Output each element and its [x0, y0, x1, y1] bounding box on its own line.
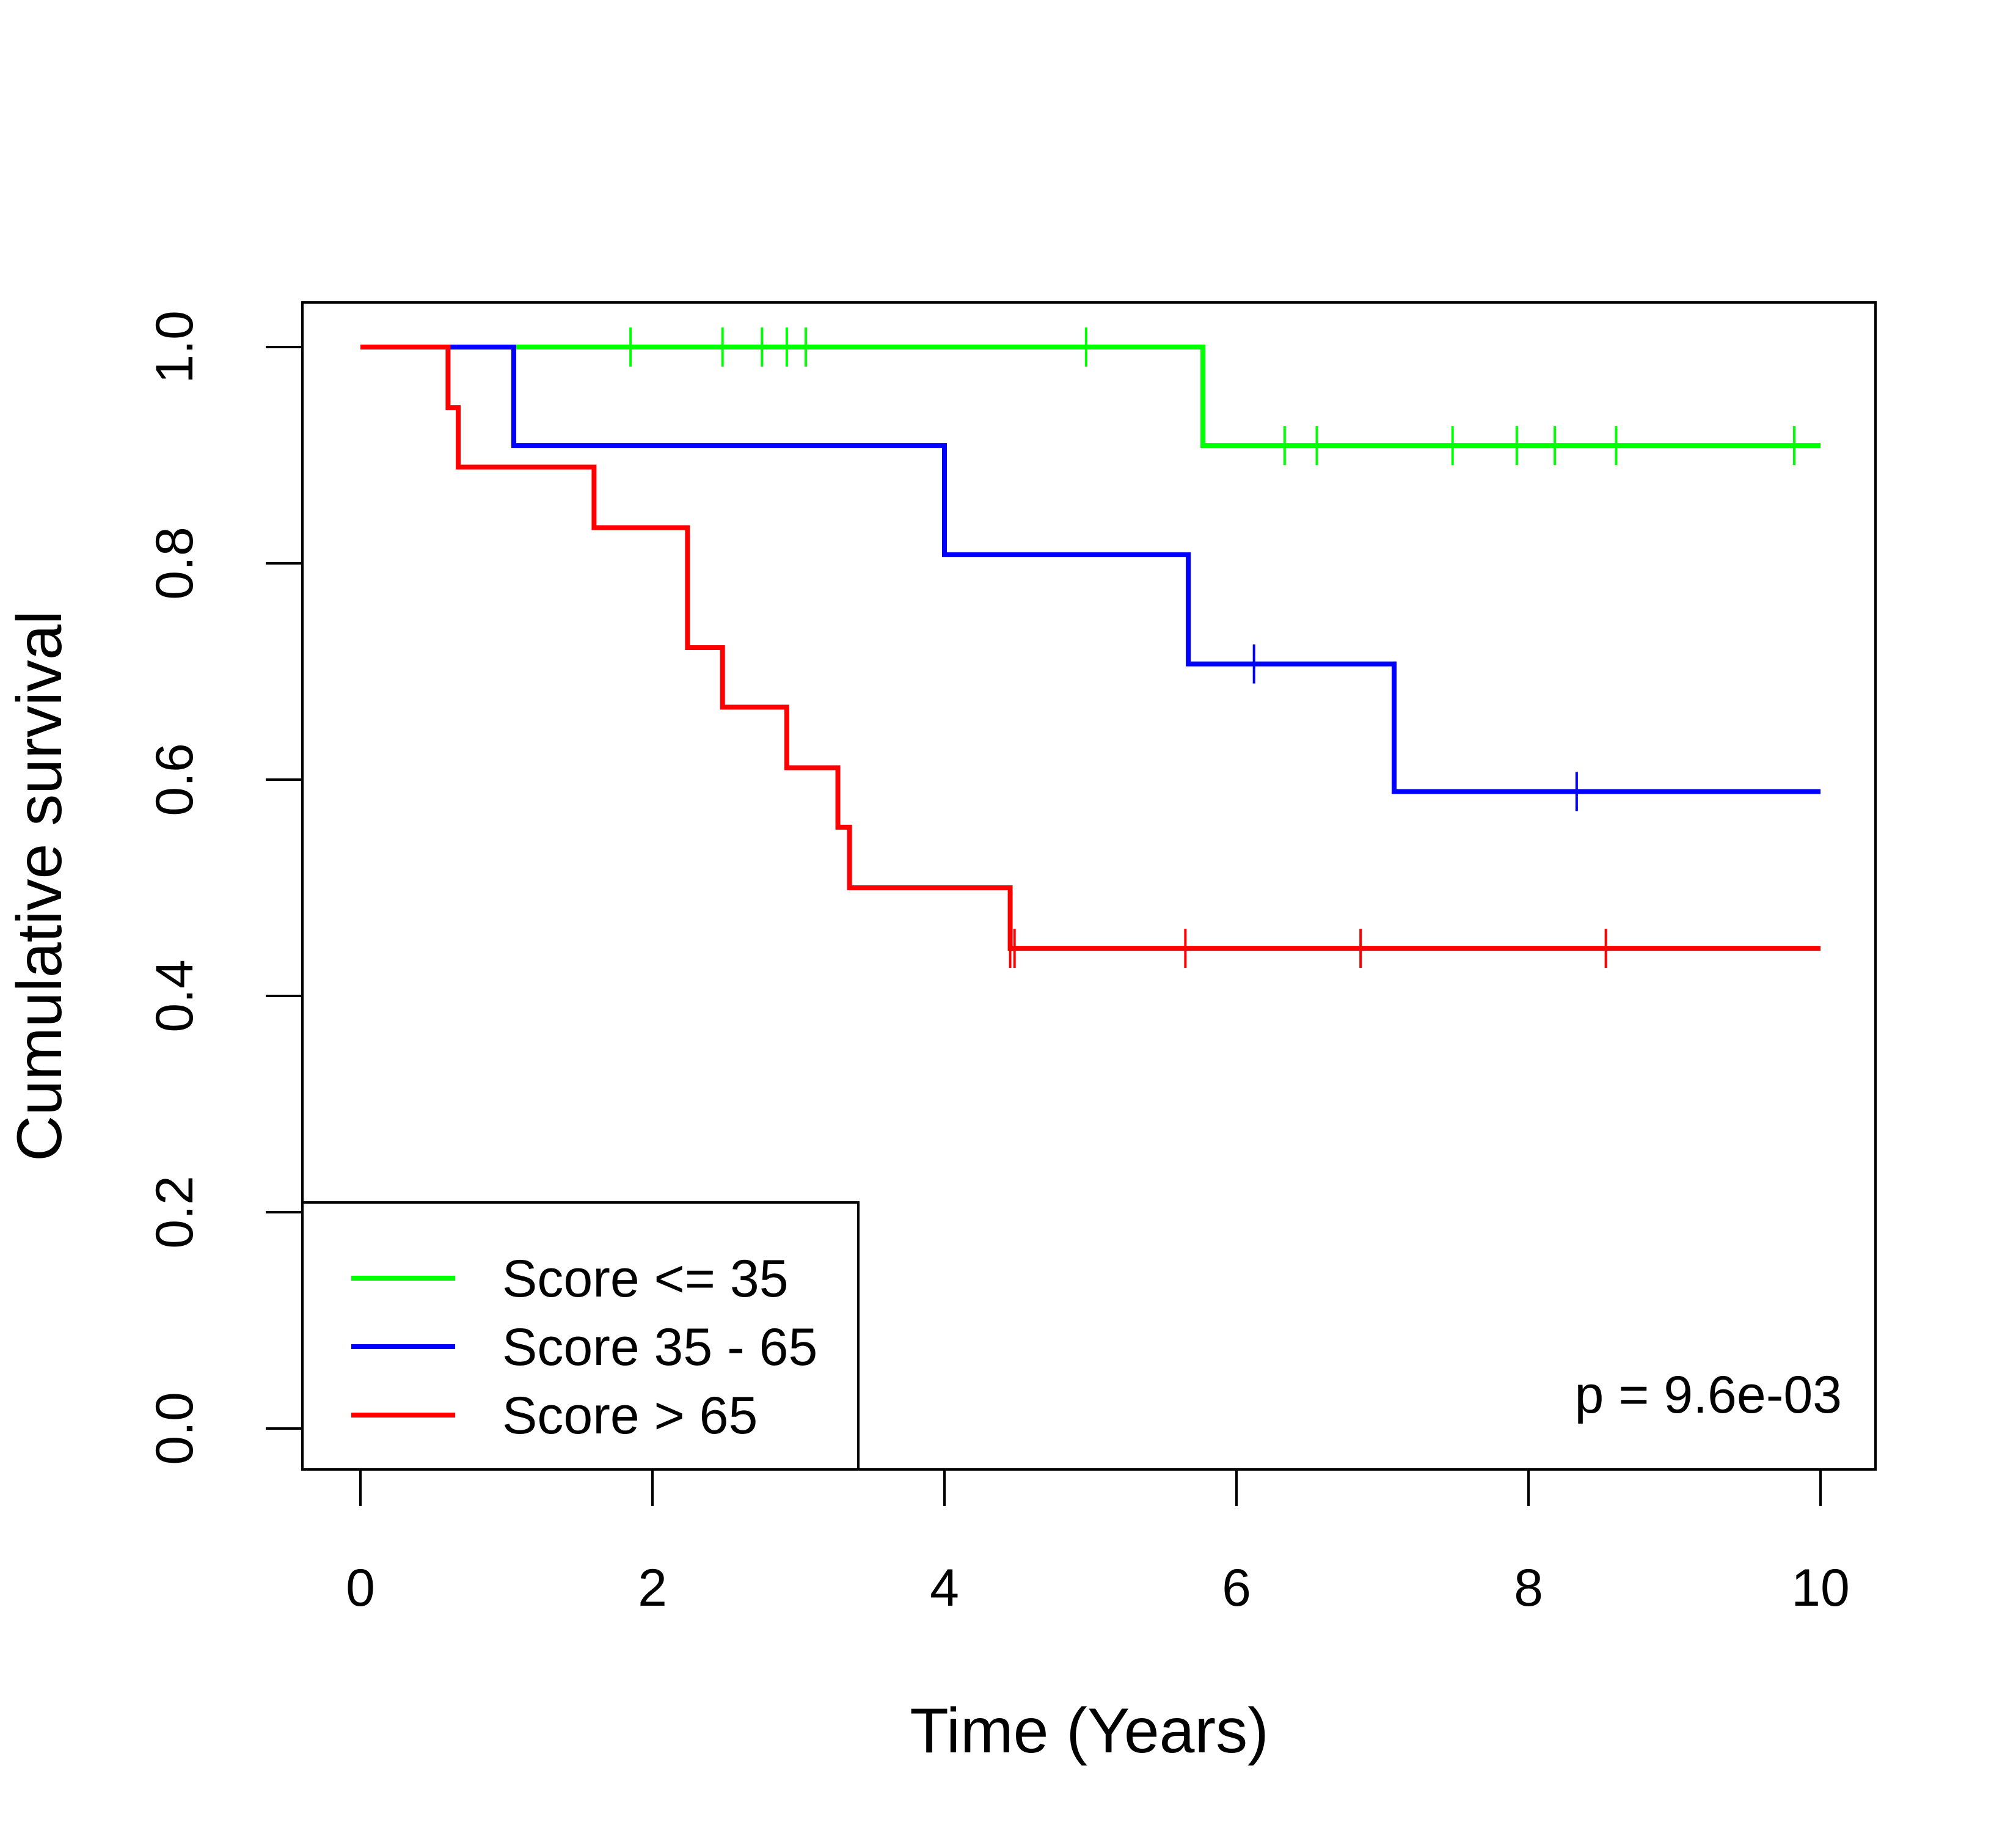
legend-label: Score <= 35: [502, 1249, 789, 1308]
survival-curve: [360, 345, 1821, 951]
y-tick-label: 1.0: [145, 310, 204, 384]
legend-label: Score 35 - 65: [502, 1318, 817, 1377]
series-1: [360, 327, 1821, 466]
y-axis: 0.0 0.2 0.4 0.6 0.8 1.0: [145, 310, 304, 1465]
series-2: [360, 345, 1821, 811]
y-tick-label: 0.2: [145, 1176, 204, 1249]
survival-curve: [360, 345, 1821, 448]
legend: Score <= 35 Score 35 - 65 Score > 65: [301, 1201, 860, 1471]
legend-label: Score > 65: [502, 1386, 758, 1445]
y-tick-label: 0.4: [145, 959, 204, 1033]
x-tick-label: 8: [1514, 1559, 1543, 1617]
legend-items: Score <= 35 Score 35 - 65 Score > 65: [351, 1249, 817, 1445]
x-axis-title: Time (Years): [910, 1696, 1269, 1766]
x-tick-label: 4: [930, 1559, 959, 1617]
series-3: [360, 345, 1821, 968]
legend-box: [301, 1201, 860, 1471]
x-tick-label: 0: [346, 1559, 375, 1617]
plot-area: [360, 327, 1821, 968]
p-value-annotation: p = 9.6e-03: [1574, 1366, 1842, 1424]
y-axis-title: Cumulative survival: [4, 610, 75, 1162]
x-tick-label: 10: [1791, 1559, 1850, 1617]
x-tick-label: 6: [1222, 1559, 1251, 1617]
x-tick-label: 2: [638, 1559, 667, 1617]
y-tick-label: 0.8: [145, 527, 204, 600]
y-tick-label: 0.6: [145, 743, 204, 816]
y-tick-label: 0.0: [145, 1392, 204, 1465]
